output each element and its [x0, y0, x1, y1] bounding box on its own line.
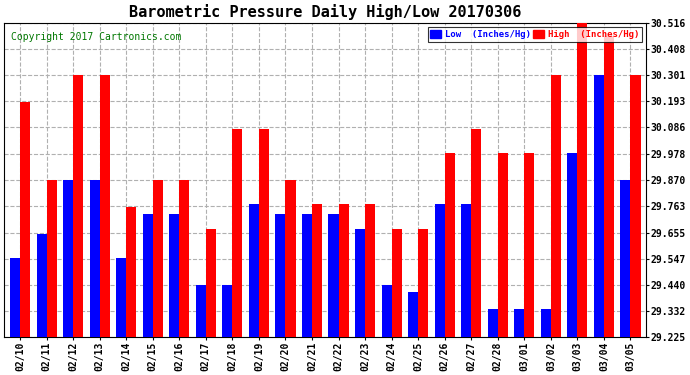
Bar [286, 180, 295, 337]
Bar [497, 153, 508, 337]
Bar [382, 285, 392, 337]
Bar [312, 204, 322, 337]
Bar [365, 204, 375, 337]
Bar [488, 309, 497, 337]
Bar [514, 309, 524, 337]
Bar [259, 129, 269, 337]
Bar [37, 234, 47, 337]
Bar [631, 75, 640, 337]
Bar [355, 229, 365, 337]
Bar [143, 214, 152, 337]
Bar [339, 204, 348, 337]
Bar [567, 153, 578, 337]
Bar [594, 75, 604, 337]
Bar [10, 258, 20, 337]
Bar [63, 180, 73, 337]
Text: Copyright 2017 Cartronics.com: Copyright 2017 Cartronics.com [10, 32, 181, 42]
Bar [100, 75, 110, 337]
Bar [418, 229, 428, 337]
Bar [126, 207, 137, 337]
Bar [392, 229, 402, 337]
Title: Barometric Pressure Daily High/Low 20170306: Barometric Pressure Daily High/Low 20170… [129, 4, 522, 20]
Bar [116, 258, 126, 337]
Bar [524, 153, 535, 337]
Bar [47, 180, 57, 337]
Bar [620, 180, 631, 337]
Bar [461, 204, 471, 337]
Bar [90, 180, 100, 337]
Bar [222, 285, 233, 337]
Bar [20, 102, 30, 337]
Bar [196, 285, 206, 337]
Bar [541, 309, 551, 337]
Bar [275, 214, 286, 337]
Bar [328, 214, 339, 337]
Bar [249, 204, 259, 337]
Bar [445, 153, 455, 337]
Bar [604, 36, 614, 337]
Bar [169, 214, 179, 337]
Bar [578, 22, 587, 337]
Bar [206, 229, 216, 337]
Bar [471, 129, 482, 337]
Bar [152, 180, 163, 337]
Bar [408, 292, 418, 337]
Bar [233, 129, 242, 337]
Legend: Low  (Inches/Hg), High  (Inches/Hg): Low (Inches/Hg), High (Inches/Hg) [428, 27, 642, 42]
Bar [179, 180, 190, 337]
Bar [302, 214, 312, 337]
Bar [435, 204, 445, 337]
Bar [73, 75, 83, 337]
Bar [551, 75, 561, 337]
